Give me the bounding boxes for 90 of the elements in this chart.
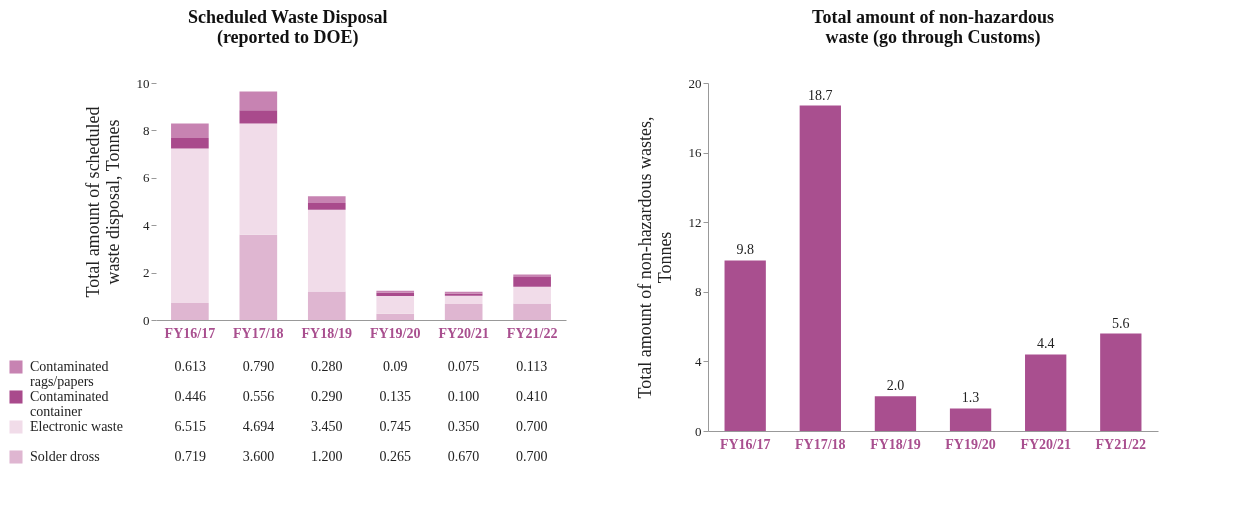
y-tick-label: 4 [695,353,702,369]
data-label: 0.670 [447,449,480,464]
data-label: 0.613 [174,359,206,374]
x-tick-label: FY18/19 [870,436,921,452]
bar [799,105,841,431]
y-tick-label: 8 [143,122,150,138]
y-tick-label: 0 [143,312,150,328]
x-tick-label: FY20/21 [438,325,489,341]
y-tick-label: 6 [143,170,150,186]
data-label: 0.135 [379,389,411,404]
data-label: 0.09 [382,359,408,374]
legend-label: Contaminated rags/papers [30,359,109,389]
bar [949,408,992,431]
legend-label: Contaminated container [30,389,109,419]
bar [376,290,415,293]
chart-title: Scheduled Waste Disposal (reported to DOE) [187,7,388,48]
data-label: 0.350 [447,419,480,434]
bar [307,291,346,320]
data-label: 0.556 [242,389,275,404]
x-tick-label: FY19/20 [945,436,996,452]
x-tick-label: FY21/22 [1095,436,1147,452]
bar [171,123,209,138]
data-label: 6.515 [174,419,206,434]
bar [307,196,346,203]
data-label: 0.113 [516,359,548,374]
bar [239,123,278,235]
data-label: 4.4 [1036,336,1055,352]
bar [376,296,415,314]
bar [1025,354,1067,431]
bar [513,277,551,287]
x-tick-label: FY17/18 [795,436,846,452]
x-tick-label: FY17/18 [233,325,284,341]
y-axis-title: Total amount of scheduled waste disposal, Tonnes [82,106,123,298]
x-tick-label: FY20/21 [1020,436,1071,452]
data-label: 1.3 [961,390,980,406]
y-tick-label: 12 [688,214,702,230]
data-label: 5.6 [1112,315,1130,331]
y-tick-label: 20 [688,75,702,91]
data-label: 0.280 [311,359,343,374]
legend-label: Electronic waste [30,419,123,434]
y-axis-title: Total amount of non-hazardous wastes, Tonnes [634,116,675,399]
bar [239,91,278,111]
bar [307,202,346,210]
bar [239,234,278,320]
chart-title: Total amount of non-hazardous waste (go through Customs) [812,7,1054,48]
bar [171,302,209,320]
data-label: 18.7 [808,87,833,103]
data-label: 0.446 [174,389,206,404]
data-label: 0.719 [174,449,206,464]
data-label: 0.700 [516,419,548,434]
data-label: 0.700 [516,449,548,464]
data-label: 3.600 [242,449,275,464]
bar [444,304,483,320]
data-label: 0.075 [447,359,480,374]
data-label: 2.0 [886,378,905,394]
bar [307,209,346,292]
bar [513,303,551,320]
y-tick-label: 16 [688,145,702,161]
x-tick-label: FY18/19 [301,325,353,341]
y-tick-label: 8 [695,284,702,300]
y-tick-label: 0 [695,423,702,439]
data-label: 0.790 [242,359,275,374]
bar [1100,333,1142,431]
legend-label: Solder dross [30,449,100,464]
y-tick-label: 10 [136,75,150,91]
data-label: 0.100 [447,389,480,404]
data-label: 9.8 [736,242,754,258]
data-label: 4.694 [242,419,275,434]
bar [171,148,209,303]
bar [239,110,278,124]
bar [724,260,766,431]
bar [444,295,483,305]
bar [874,396,917,431]
data-label: 0.745 [379,419,411,434]
x-tick-label: FY16/17 [719,436,771,452]
data-label: 1.200 [311,449,343,464]
bar [376,313,415,320]
bar [513,286,551,304]
x-tick-label: FY21/22 [506,325,558,341]
data-label: 3.450 [311,419,343,434]
bar [171,137,209,149]
y-tick-label: 4 [143,217,150,233]
y-tick-label: 2 [143,265,150,281]
x-tick-label: FY19/20 [369,325,421,341]
data-label: 0.265 [379,449,411,464]
data-label: 0.410 [516,389,548,404]
bar [376,292,415,297]
bar [513,274,551,278]
x-tick-label: FY16/17 [164,325,216,341]
data-label: 0.290 [311,389,343,404]
